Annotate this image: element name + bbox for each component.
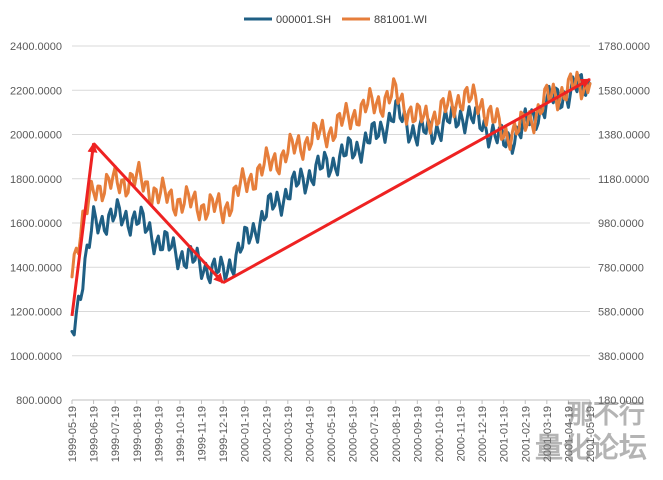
x-tick-label: 2000-03-19	[283, 406, 295, 462]
x-tick-label: 1999-11-19	[197, 406, 209, 461]
x-tick-label: 2000-10-19	[434, 406, 446, 462]
left-tick-label: 2400.0000	[10, 41, 62, 53]
left-tick-label: 2200.0000	[10, 85, 62, 97]
x-tick-label: 2000-11-19	[456, 406, 468, 461]
legend-label-1: 881001.WI	[374, 14, 427, 26]
x-tick-label: 2001-05-19	[585, 406, 597, 462]
x-tick-label: 1999-09-19	[153, 406, 165, 462]
trend-arrow-1	[92, 142, 225, 284]
legend: 000001.SH 881001.WI	[244, 14, 427, 26]
x-tick-label: 2001-01-19	[499, 406, 511, 462]
x-tick-label: 2000-04-19	[304, 406, 316, 462]
forum-watermark-logo: 那不行 量化论坛	[535, 399, 647, 464]
left-tick-label: 800.0000	[16, 395, 62, 407]
legend-label-0: 000001.SH	[276, 14, 331, 26]
x-axis: 1999-05-19 1999-06-19 1999-07-19 1999-08-19…	[67, 399, 597, 462]
series-lines	[70, 70, 592, 337]
x-tick-label: 2000-12-19	[477, 406, 489, 462]
left-axis-tick-labels: 800.0000 1000.0000 1200.0000 1400.0000 1600.…	[10, 41, 62, 407]
x-tick-label: 2001-04-19	[563, 406, 575, 462]
x-tick-label: 1999-05-19	[67, 406, 79, 462]
left-tick-label: 1800.0000	[10, 174, 62, 186]
left-tick-label: 1400.0000	[10, 262, 62, 274]
right-tick-label: 1780.0000	[598, 41, 650, 53]
x-tick-label: 1999-06-19	[89, 406, 101, 462]
right-tick-label: 580.0000	[598, 307, 644, 319]
x-tick-label: 2000-06-19	[348, 406, 360, 462]
right-tick-label: 780.0000	[598, 262, 644, 274]
x-tick-label: 2000-09-19	[412, 406, 424, 462]
right-tick-label: 380.0000	[598, 351, 644, 363]
x-tick-label: 2000-05-19	[326, 406, 338, 462]
x-tick-label: 1999-08-19	[132, 406, 144, 462]
right-tick-label: 1580.0000	[598, 85, 650, 97]
x-tick-label: 2001-03-19	[542, 406, 554, 462]
right-tick-label: 980.0000	[598, 218, 644, 230]
left-tick-label: 1600.0000	[10, 218, 62, 230]
right-axis-tick-labels: 180.0000 380.0000 580.0000 780.0000 980.0000…	[598, 41, 650, 407]
trend-arrows	[70, 77, 591, 317]
x-tick-label: 2000-08-19	[391, 406, 403, 462]
x-tick-label: 1999-10-19	[175, 406, 187, 462]
trend-arrow-2	[222, 77, 591, 285]
right-tick-label: 1380.0000	[598, 130, 650, 142]
x-tick-label: 2000-01-19	[240, 406, 252, 462]
x-tick-label: 1999-07-19	[110, 406, 122, 462]
x-tick-label: 2000-02-19	[261, 406, 273, 462]
left-tick-label: 2000.0000	[10, 130, 62, 142]
series-line-1	[70, 70, 592, 279]
watermark-line-2: 量化论坛	[535, 431, 647, 464]
left-tick-label: 1000.0000	[10, 351, 62, 363]
left-tick-label: 1200.0000	[10, 307, 62, 319]
watermark-line-1: 那不行	[567, 399, 645, 430]
right-tick-label: 1180.0000	[598, 174, 649, 186]
series-line-0	[70, 73, 592, 337]
x-tick-label: 2000-07-19	[369, 406, 381, 462]
trend-arrow-0	[70, 142, 98, 317]
right-tick-label: 180.0000	[598, 395, 644, 407]
x-tick-label: 2001-02-19	[520, 406, 532, 462]
x-tick-label: 1999-12-19	[218, 406, 230, 462]
